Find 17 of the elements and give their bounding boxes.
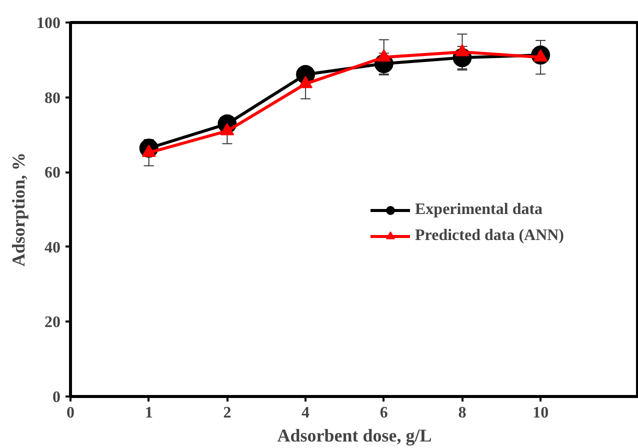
y-tick-label: 40 bbox=[44, 239, 60, 256]
x-tick-label: 6 bbox=[380, 404, 388, 422]
y-tick-label: 0 bbox=[52, 389, 60, 406]
x-axis-title: Adsorbent dose, g/L bbox=[277, 426, 432, 446]
x-tick-label: 10 bbox=[532, 404, 549, 422]
y-tick-label: 60 bbox=[44, 164, 60, 182]
y-axis-title: Adsorption, % bbox=[8, 152, 28, 267]
legend-label: Predicted data (ANN) bbox=[415, 227, 564, 245]
x-tick-label: 8 bbox=[458, 404, 466, 422]
x-tick-label: 2 bbox=[223, 404, 232, 422]
x-tick-label: 4 bbox=[302, 404, 310, 422]
legend-label: Experimental data bbox=[415, 201, 543, 219]
y-tick-label: 20 bbox=[44, 314, 60, 332]
y-tick-label: 80 bbox=[44, 90, 60, 107]
x-tick-label: 0 bbox=[66, 404, 74, 422]
y-tick-label: 100 bbox=[36, 15, 60, 32]
x-tick-label: 1 bbox=[144, 404, 153, 422]
